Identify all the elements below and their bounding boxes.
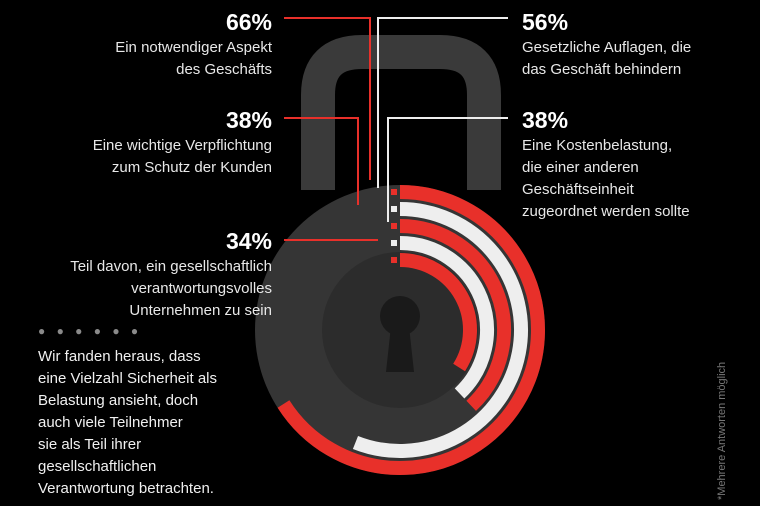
summary-note: Wir fanden heraus, dass eine Vielzahl Si… — [38, 346, 278, 500]
note-line-4: auch viele Teilnehmer — [38, 414, 183, 431]
label-56-line-1: Gesetzliche Auflagen, die — [522, 39, 692, 56]
pct-56: 56% — [522, 9, 569, 35]
leader-marker-4 — [391, 240, 397, 246]
note-line-3: Belastung ansieht, doch — [38, 392, 199, 409]
label-38-right-line-1: Eine Kostenbelastung, — [522, 137, 673, 154]
pct-38-left: 38% — [225, 107, 272, 133]
arc-2 — [352, 202, 528, 458]
pct-38-right: 38% — [522, 107, 569, 133]
keyhole-icon — [380, 296, 420, 372]
label-38-right-line-3: Geschäftseinheit — [522, 181, 634, 198]
label-38-right-line-4: zugeordnet werden sollte — [522, 203, 690, 220]
label-38-left-line-2: zum Schutz der Kunden — [111, 159, 272, 176]
arc-4 — [399, 236, 494, 399]
padlock-shackle — [301, 35, 501, 190]
leader-marker-1 — [391, 189, 397, 195]
label-56-line-2: das Geschäft behindern — [522, 61, 682, 78]
leader-marker-5 — [391, 257, 397, 263]
dots-divider: ● ● ● ● ● ● — [38, 324, 143, 338]
label-34-line-3: Unternehmen zu sein — [129, 302, 272, 319]
leader-marker-2 — [391, 206, 397, 212]
leader-66 — [284, 17, 371, 180]
note-line-2: eine Vielzahl Sicherheit als — [38, 370, 217, 387]
leader-56 — [377, 17, 508, 188]
note-line-1: Wir fanden heraus, dass — [38, 348, 201, 365]
label-66-line-1: Ein notwendiger Aspekt — [115, 39, 272, 56]
side-footnote: *Mehrere Antworten möglich — [716, 300, 730, 500]
leader-38-right — [387, 117, 508, 222]
pct-34: 34% — [225, 228, 272, 254]
side-footnote-text: *Mehrere Antworten möglich — [716, 361, 728, 500]
label-34-line-1: Teil davon, ein gesellschaftlich — [70, 258, 272, 275]
label-38-right-line-2: die einer anderen — [522, 159, 639, 176]
note-line-6: gesellschaftlichen — [38, 458, 157, 475]
label-34-line-2: verantwortungsvolles — [131, 280, 272, 297]
label-38-left-line-1: Eine wichtige Verpflichtung — [92, 137, 272, 154]
arc-5 — [399, 253, 477, 372]
leader-marker-3 — [391, 223, 397, 229]
leader-38-left — [284, 117, 359, 205]
note-line-5: sie als Teil ihrer — [38, 436, 142, 453]
arc-1 — [277, 185, 545, 475]
pct-66: 66% — [225, 9, 272, 35]
arc-3 — [399, 219, 511, 411]
label-66-line-2: des Geschäfts — [176, 61, 272, 78]
note-line-7: Verantwortung betrachten. — [38, 480, 214, 497]
